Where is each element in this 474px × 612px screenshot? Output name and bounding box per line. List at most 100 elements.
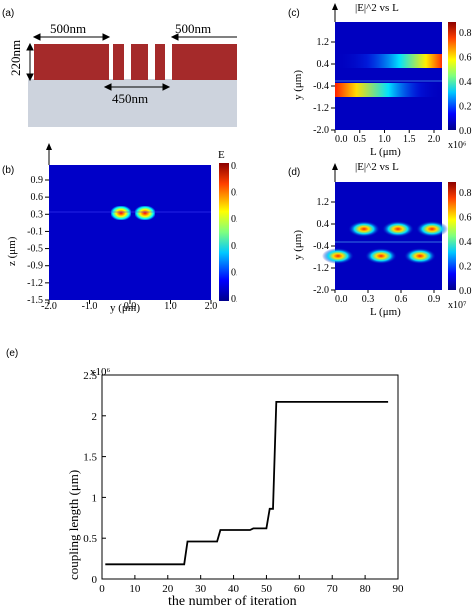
panel-b-ytick: -1.5	[27, 295, 43, 305]
panel-c-colorbar-tick: 0.4	[459, 77, 472, 88]
panel-c-label: (c)	[288, 8, 300, 19]
panel-b-xtick: -2.0	[41, 301, 57, 312]
panel-b-label: (b)	[2, 165, 15, 176]
panel-c-ytick: -0.4	[313, 81, 329, 92]
panel-d-title: |E|^2 vs L	[355, 161, 399, 173]
panel-e-ytick: 2.5	[83, 370, 97, 382]
panel-c-ytick: 1.2	[317, 37, 330, 48]
panel-d-xtick: 0.3	[362, 294, 375, 305]
panel-d-x-multiplier: x10⁷	[448, 300, 467, 311]
mode-lobe-left	[111, 206, 131, 220]
mode-lobe-right	[135, 206, 155, 220]
panel-c-beam-lower	[335, 83, 442, 97]
panel-d-colorbar-tick: 0.2	[459, 262, 472, 273]
panel-e-xtick: 60	[294, 583, 306, 595]
slot-bar-2	[131, 44, 148, 80]
panel-b-ytick: 0.3	[31, 209, 44, 220]
dim-gap-span: 450nm	[112, 91, 148, 106]
panel-b-colorbar-tick: 0.0	[231, 294, 237, 305]
panel-e-ytick: 1	[92, 492, 98, 504]
panel-a-label: (a)	[2, 8, 15, 19]
panel-d-ytick: 1.2	[317, 197, 330, 208]
dim-right-width: 500nm	[175, 21, 211, 36]
panel-c-xtick: 0.5	[354, 134, 367, 145]
panel-d-xtick: 0.6	[395, 294, 408, 305]
panel-d-field-spot-upper	[382, 221, 414, 237]
panel-c-ytick: 0.4	[317, 59, 330, 70]
panel-e-xtick: 10	[129, 583, 141, 595]
panel-d-field-spot-lower	[322, 248, 354, 264]
panel-d-colorbar-tick: 0.0	[459, 286, 472, 297]
panel-e-label: (e)	[6, 348, 19, 359]
panel-c-ytick: -2.0	[313, 125, 329, 136]
panel-c-colorbar-tick: 0.6	[459, 53, 472, 64]
panel-b-xtick: 1.0	[164, 301, 177, 312]
panel-b-xtick: -1.0	[81, 301, 98, 312]
panel-b-plot: 0.9 0.6 0.3 -0.1 -0.5 -0.9 -1.2 -1.5 E 0.5 0.4 0.…	[27, 143, 237, 305]
panel-b-field-map	[49, 165, 211, 300]
panel-b-colorbar-title: E	[218, 149, 225, 161]
panel-d-field-map	[335, 182, 442, 290]
panel-e-ytick: 0	[92, 574, 98, 586]
panel-b-ytick: -1.2	[27, 278, 43, 289]
panel-b-colorbar-tick: 0.4	[231, 188, 237, 199]
panel-c-xtick: 1.0	[378, 134, 391, 145]
panel-d-field-spot-lower	[365, 248, 397, 264]
coupling-length-series	[105, 401, 389, 566]
panel-e-axes-frame	[101, 374, 399, 580]
panel-b-ytick: -0.5	[27, 244, 43, 255]
panel-e-ytick: 0.5	[83, 533, 97, 545]
panel-c-xlabel: L (μm)	[370, 146, 401, 158]
panel-c-title: |E|^2 vs L	[355, 2, 399, 14]
panel-c-colorbar	[448, 22, 456, 130]
panel-b-colorbar-tick: 0.5	[231, 161, 237, 172]
panel-c-colorbar-tick: 0.2	[459, 102, 472, 113]
panel-b-colorbar-tick: 0.1	[231, 267, 237, 278]
panel-d-ytick: -2.0	[313, 285, 329, 296]
waveguide-cross-section: 500nm 500nm 220nm 450nm	[8, 21, 237, 127]
dim-height: 220nm	[8, 40, 23, 76]
panel-d-xtick: 0.9	[428, 294, 441, 305]
panel-d-xtick: 0.0	[335, 294, 348, 305]
panel-b-ytick: -0.9	[27, 261, 43, 272]
panel-d-field-spot-upper	[416, 221, 448, 237]
panel-d-field-spot-upper	[348, 221, 380, 237]
left-waveguide	[34, 44, 109, 80]
panel-d-xlabel: L (μm)	[370, 306, 401, 318]
panel-b-colorbar-tick: 0.2	[231, 241, 237, 252]
panel-e-xtick: 80	[360, 583, 372, 595]
panel-d-colorbar-tick: 0.4	[459, 237, 472, 248]
right-waveguide	[172, 44, 237, 80]
panel-c-plot: 1.2 0.4 -0.4 -1.2 -2.0 0.0 0.5 1.0 1.5 2.0 0.8 0.…	[313, 3, 472, 151]
panel-c-xtick: 2.0	[428, 134, 441, 145]
panel-d-field-spot-lower	[404, 248, 436, 264]
panel-d-plot: 1.2 0.4 -0.4 -1.2 -2.0 0.0 0.3 0.6 0.9 0.8 0.6 0.…	[313, 163, 472, 311]
panel-e-xtick: 90	[393, 583, 405, 595]
panel-e-xtick: 70	[327, 583, 339, 595]
panel-c-field-map	[335, 22, 442, 130]
panel-c-ytick: -1.2	[313, 103, 329, 114]
panel-e-ytick: 2	[92, 411, 98, 423]
panel-e-xtick: 20	[162, 583, 174, 595]
panel-b-xtick: 0.0	[123, 301, 137, 312]
slot-bar-1	[113, 44, 124, 80]
panel-e-xtick: 30	[195, 583, 207, 595]
panel-d-ytick: 0.4	[317, 219, 330, 230]
panel-d-colorbar	[448, 182, 456, 290]
panel-d-ytick: -1.2	[313, 263, 329, 274]
panel-e-xtick: 40	[228, 583, 240, 595]
panel-c-xtick: 1.5	[403, 134, 416, 145]
panel-b-colorbar-tick: 0.3	[231, 214, 237, 225]
panel-d-ytick: -0.4	[313, 241, 329, 252]
panel-c-beam-upper	[335, 54, 442, 68]
panel-c-x-multiplier: x10⁶	[448, 140, 467, 151]
panel-b-colorbar	[219, 163, 229, 301]
panel-c-xtick: 0.0	[335, 134, 348, 145]
panel-e-xtick: 0	[99, 583, 105, 595]
slot-bar-3	[155, 44, 165, 80]
panel-b-ytick: 0.9	[31, 175, 44, 186]
dim-left-width: 500nm	[50, 21, 86, 36]
panel-b-ytick: 0.6	[31, 192, 44, 203]
panel-c-colorbar-tick: 0.8	[459, 28, 472, 39]
panel-d-colorbar-tick: 0.6	[459, 213, 472, 224]
